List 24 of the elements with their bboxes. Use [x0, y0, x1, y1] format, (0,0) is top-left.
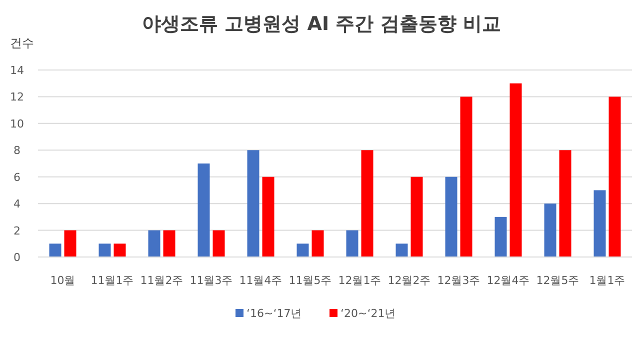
ytick: 10	[10, 117, 24, 130]
ytick: 12	[10, 90, 24, 104]
xtick: 11월2주	[140, 274, 184, 287]
ytick: 2	[14, 224, 20, 238]
xtick: 10월	[50, 274, 76, 287]
xtick: 12월2주	[388, 274, 431, 287]
ytick: 0	[14, 251, 20, 264]
xtick: 11월5주	[288, 274, 332, 287]
title: 야생조류 고병원성 AI 주간 검출동향 비교	[142, 13, 501, 35]
legend-label: ‘16~‘17년	[246, 307, 302, 320]
xtick: 12월5주	[536, 274, 580, 287]
ytick: 6	[14, 170, 20, 184]
ytick: 8	[14, 144, 20, 158]
xtick: 12월1주	[338, 274, 382, 287]
legend-label: ‘20~‘21년	[340, 307, 396, 320]
ytick: 14	[10, 64, 24, 77]
ytick: 4	[14, 198, 20, 211]
xtick: 11월4주	[239, 274, 282, 287]
xtick: 11월3주	[190, 274, 233, 287]
xtick: 1월1주	[589, 274, 626, 287]
ylabel: 건수	[10, 36, 34, 50]
xtick: 12월4주	[486, 274, 530, 287]
xtick: 11월1주	[90, 274, 134, 287]
xtick: 12월3주	[437, 274, 480, 287]
